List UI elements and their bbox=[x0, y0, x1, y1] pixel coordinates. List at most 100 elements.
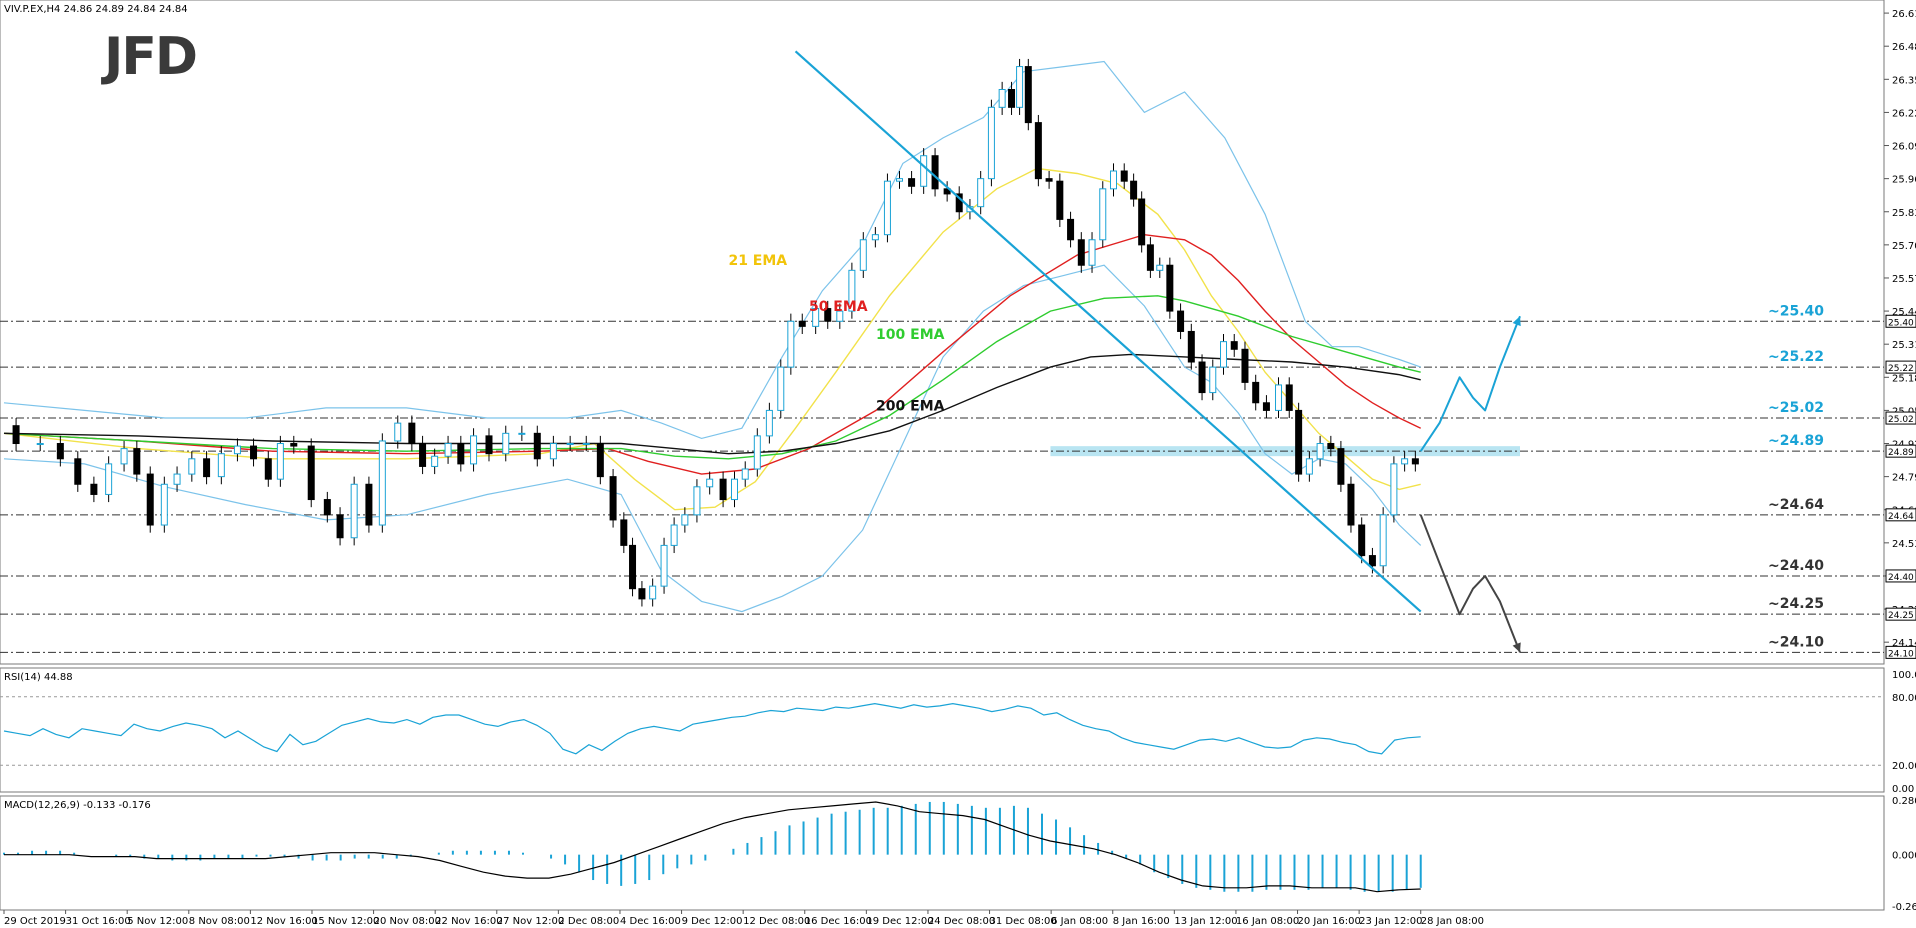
candle-body bbox=[419, 443, 427, 467]
candle-body bbox=[730, 478, 738, 501]
candle-body bbox=[1045, 178, 1053, 182]
time-tick-label: 22 Nov 16:00 bbox=[435, 916, 502, 927]
level-label: ~24.89 bbox=[1768, 433, 1824, 449]
time-tick-label: 6 Jan 08:00 bbox=[1051, 916, 1108, 927]
macd-signal-line bbox=[4, 801, 1421, 893]
candle-body bbox=[1285, 384, 1293, 411]
time-tick-label: 12 Nov 16:00 bbox=[250, 916, 317, 927]
candle-body bbox=[1099, 188, 1107, 241]
price-panel bbox=[0, 0, 1885, 665]
price-tick-label: 25.70 bbox=[1892, 241, 1916, 252]
price-tick-label: 25.18 bbox=[1892, 373, 1916, 384]
candle-body bbox=[896, 178, 904, 182]
candle-body bbox=[12, 425, 20, 445]
candle-body bbox=[1241, 348, 1249, 383]
candle-body bbox=[160, 483, 168, 526]
candle-body bbox=[1230, 341, 1238, 350]
axis-price-tag-box bbox=[1885, 314, 1916, 328]
candle-body bbox=[549, 443, 557, 460]
bearish-projection-arrow bbox=[1419, 514, 1521, 653]
candle-body bbox=[323, 499, 331, 516]
candle-body bbox=[824, 308, 832, 322]
rsi-line bbox=[3, 702, 1421, 755]
time-tick-label: 12 Dec 08:00 bbox=[743, 916, 810, 927]
candle-body bbox=[485, 435, 493, 455]
candle-body bbox=[408, 422, 416, 445]
candle-body bbox=[1156, 264, 1164, 271]
candle-body bbox=[350, 483, 358, 539]
axis-price-tag: 25.40 bbox=[1888, 318, 1914, 328]
rsi-panel bbox=[0, 667, 1885, 793]
candle-body bbox=[533, 432, 541, 460]
axis-price-tag-box bbox=[1885, 444, 1916, 458]
time-tick-label: 24 Dec 08:00 bbox=[928, 916, 995, 927]
macd-signal-series bbox=[4, 801, 1421, 893]
price-tick-label: 26.09 bbox=[1892, 142, 1916, 153]
projection-arrows bbox=[1419, 315, 1521, 653]
time-tick-label: 27 Nov 12:00 bbox=[497, 916, 564, 927]
price-tick-label: 26.22 bbox=[1892, 108, 1916, 119]
time-tick-label: 29 Oct 2019 bbox=[4, 916, 66, 927]
candle-body bbox=[173, 473, 181, 485]
time-tick-label: 9 Dec 12:00 bbox=[682, 916, 743, 927]
candle-body bbox=[1177, 310, 1185, 332]
macd-tick-label: 0.280 bbox=[1892, 796, 1916, 807]
price-tick-label: 24.14 bbox=[1892, 638, 1916, 649]
time-tick-label: 8 Nov 08:00 bbox=[189, 916, 250, 927]
candle-body bbox=[502, 432, 510, 455]
trendline bbox=[794, 50, 1422, 613]
price-tick-label: 25.31 bbox=[1892, 340, 1916, 351]
macd-title: MACD(12,26,9) -0.133 -0.176 bbox=[4, 800, 151, 811]
time-tick-label: 2 Dec 08:00 bbox=[558, 916, 619, 927]
candle-body bbox=[1109, 170, 1117, 190]
axis-price-tag-box bbox=[1885, 360, 1916, 374]
bollinger-lower-line bbox=[3, 264, 1422, 613]
ema-label: 200 EMA bbox=[876, 398, 945, 414]
candle-body bbox=[457, 443, 465, 465]
candle-body bbox=[518, 432, 526, 435]
candle-body bbox=[1088, 239, 1096, 266]
time-tick-label: 20 Nov 08:00 bbox=[374, 916, 441, 927]
rsi-axis: 100.00 80.00 20.00 0.00 bbox=[0, 670, 1916, 795]
macd-axis: 0.280 0.000 -0.263 bbox=[1892, 796, 1916, 913]
bollinger-bands bbox=[3, 60, 1422, 613]
candle-body bbox=[74, 458, 82, 485]
candle-body bbox=[1327, 443, 1335, 450]
level-label: ~24.10 bbox=[1768, 634, 1824, 650]
level-label: ~24.64 bbox=[1768, 497, 1824, 513]
candle-body bbox=[1146, 244, 1154, 271]
candle-body bbox=[378, 440, 386, 526]
candle-body bbox=[1411, 458, 1419, 465]
candle-body bbox=[1077, 239, 1085, 266]
time-tick-label: 5 Nov 12:00 bbox=[127, 916, 188, 927]
candle-body bbox=[836, 310, 844, 322]
candle-body bbox=[629, 544, 637, 590]
candle-body bbox=[681, 514, 689, 526]
price-tick-label: 26.61 bbox=[1892, 9, 1916, 20]
candle-body bbox=[719, 478, 727, 501]
macd-tick-label: -0.263 bbox=[1892, 902, 1916, 913]
candle-body bbox=[787, 320, 795, 368]
candle-body bbox=[987, 106, 995, 180]
rsi-title: RSI(14) 44.88 bbox=[4, 672, 73, 683]
axis-price-tag-box bbox=[1885, 607, 1916, 621]
bollinger-upper-line bbox=[3, 60, 1421, 440]
level-label: ~24.25 bbox=[1768, 596, 1824, 612]
candle-body bbox=[1401, 458, 1409, 465]
candle-body bbox=[1120, 170, 1128, 182]
price-tick-label: 26.35 bbox=[1892, 75, 1916, 86]
macd-histogram bbox=[3, 801, 1422, 892]
time-tick-label: 23 Jan 12:00 bbox=[1359, 916, 1422, 927]
rsi-tick-label: 0.00 bbox=[1892, 784, 1914, 795]
axis-price-tag: 24.40 bbox=[1888, 573, 1914, 583]
candle-body bbox=[1187, 330, 1195, 363]
time-tick-label: 19 Dec 12:00 bbox=[866, 916, 933, 927]
level-label: ~25.40 bbox=[1768, 303, 1824, 319]
candle-body bbox=[1138, 198, 1146, 246]
candle-body bbox=[1016, 66, 1024, 108]
candle-body bbox=[1008, 89, 1016, 108]
candle-body bbox=[365, 483, 373, 526]
candle-body bbox=[706, 478, 714, 488]
ema-label: 50 EMA bbox=[809, 299, 868, 315]
